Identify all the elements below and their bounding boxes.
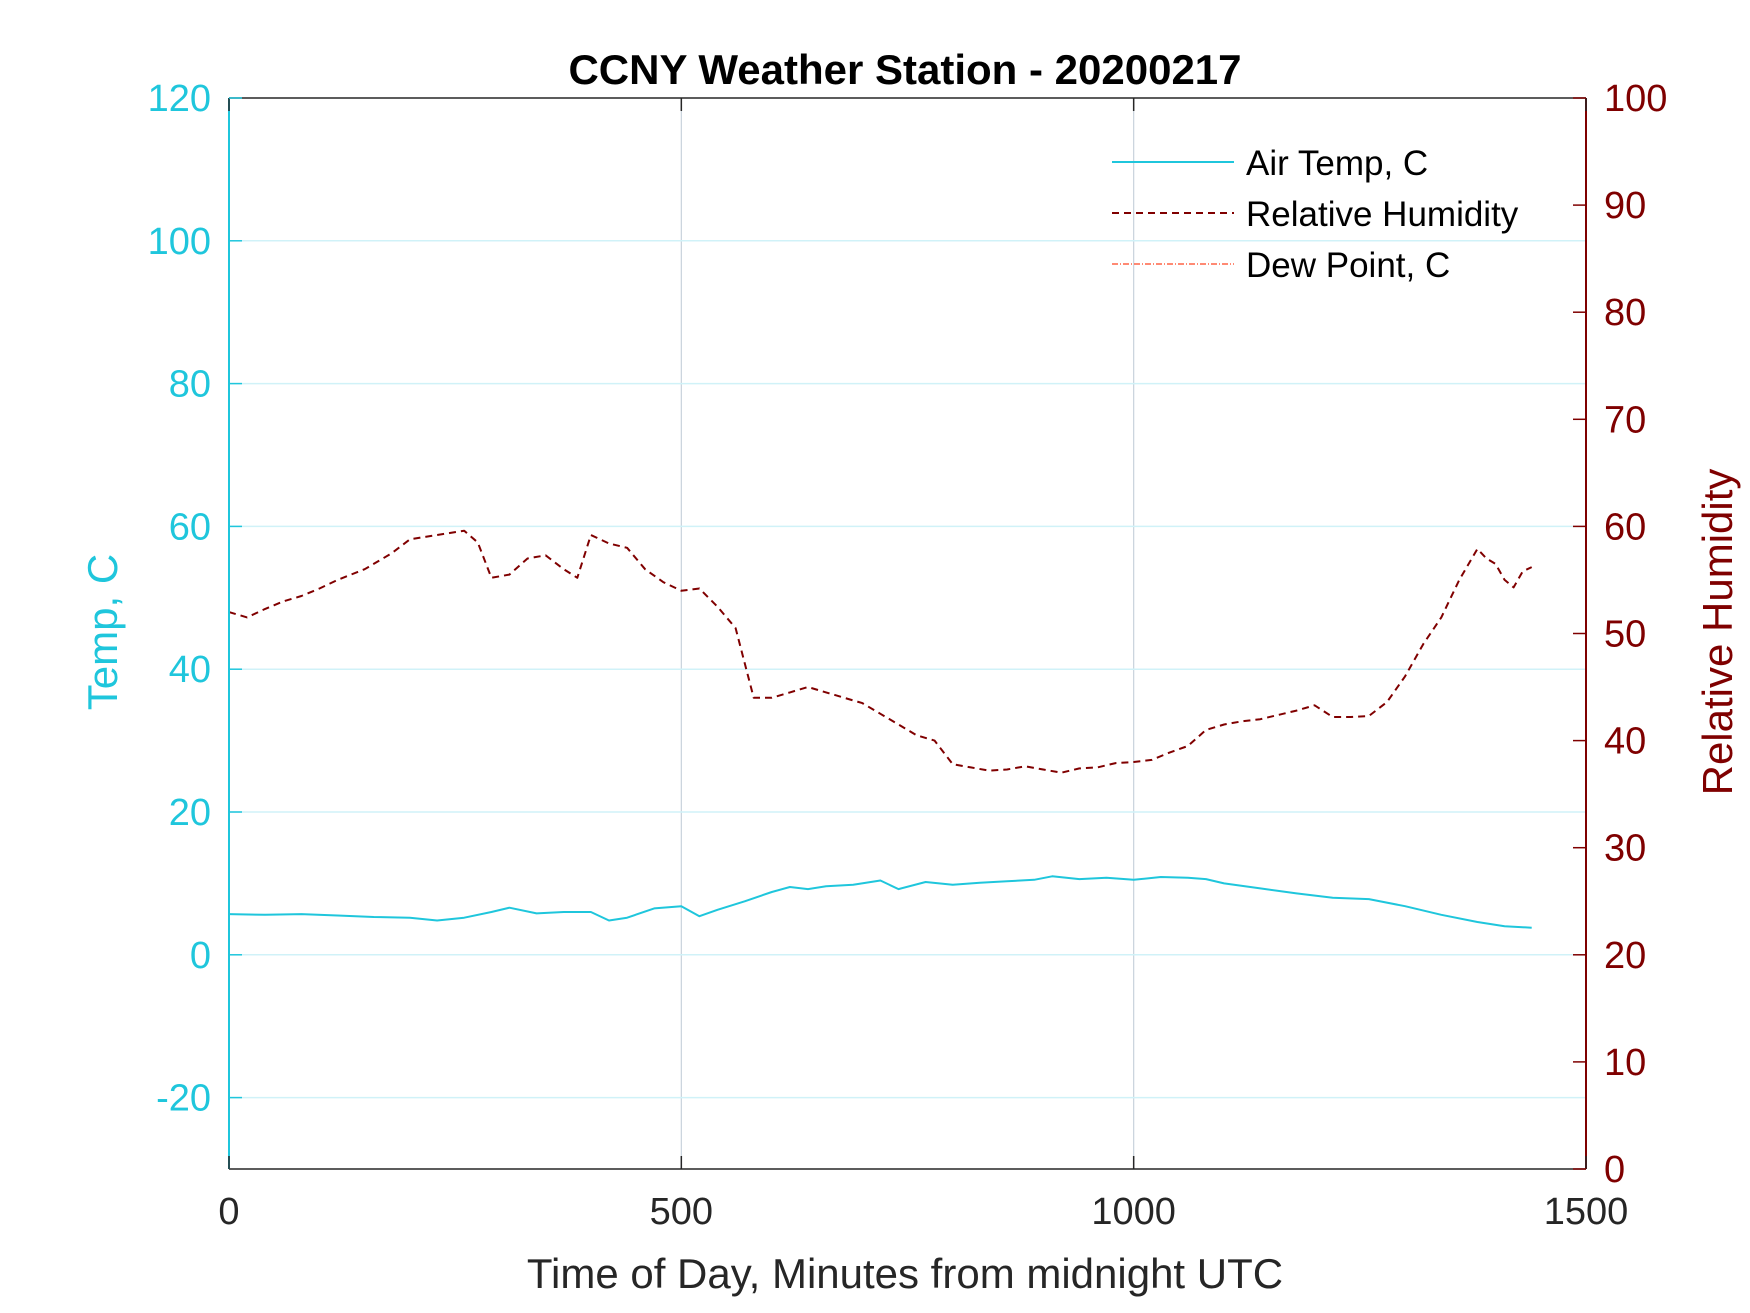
legend: Air Temp, C Relative Humidity Dew Point,… <box>1112 144 1519 285</box>
y-right-tick-label-100: 100 <box>1604 78 1667 120</box>
y-left-tick-label-40: 40 <box>169 649 211 691</box>
y-right-tick-label-90: 90 <box>1604 185 1646 227</box>
chart-title: CCNY Weather Station - 20200217 <box>568 46 1241 93</box>
y-left-tick-label-80: 80 <box>169 364 211 406</box>
y-right-tick-label-40: 40 <box>1604 721 1646 763</box>
y-axis-label-left: Temp, C <box>79 554 126 710</box>
y-axis-label-right: Relative Humidity <box>1694 469 1741 796</box>
x-tick-label-0: 0 <box>218 1191 239 1233</box>
y-right-tick-label-70: 70 <box>1604 399 1646 441</box>
y-right-tick-label-80: 80 <box>1604 292 1646 334</box>
y-left-tick-label--20: -20 <box>156 1078 211 1120</box>
grid-layer <box>229 98 1586 1169</box>
y-right-tick-label-30: 30 <box>1604 828 1646 870</box>
x-tick-label-1000: 1000 <box>1091 1191 1176 1233</box>
ticks-layer: 0 500 1000 1500 -20 0 20 40 60 80 100 120 0 10 20 30 40 5… <box>148 78 1668 1233</box>
series-line-0 <box>228 875 1532 929</box>
x-axis-label: Time of Day, Minutes from midnight UTC <box>527 1250 1283 1297</box>
y-left-tick-label-60: 60 <box>169 506 211 548</box>
x-tick-label-500: 500 <box>650 1191 713 1233</box>
legend-label-air-temp: Air Temp, C <box>1246 144 1428 183</box>
series-line-1 <box>228 529 1533 774</box>
y-left-tick-label-20: 20 <box>169 792 211 834</box>
y-right-tick-label-20: 20 <box>1604 935 1646 977</box>
y-right-tick-label-10: 10 <box>1604 1042 1646 1084</box>
y-left-tick-label-0: 0 <box>190 935 211 977</box>
legend-label-humidity: Relative Humidity <box>1246 195 1519 234</box>
legend-label-dew-point: Dew Point, C <box>1246 246 1450 285</box>
series-layer <box>228 529 1533 929</box>
x-tick-label-1500: 1500 <box>1544 1191 1629 1233</box>
y-right-tick-label-0: 0 <box>1604 1149 1625 1191</box>
y-right-tick-label-50: 50 <box>1604 614 1646 656</box>
y-left-tick-label-120: 120 <box>148 78 211 120</box>
y-left-tick-label-100: 100 <box>148 221 211 263</box>
y-right-tick-label-60: 60 <box>1604 506 1646 548</box>
